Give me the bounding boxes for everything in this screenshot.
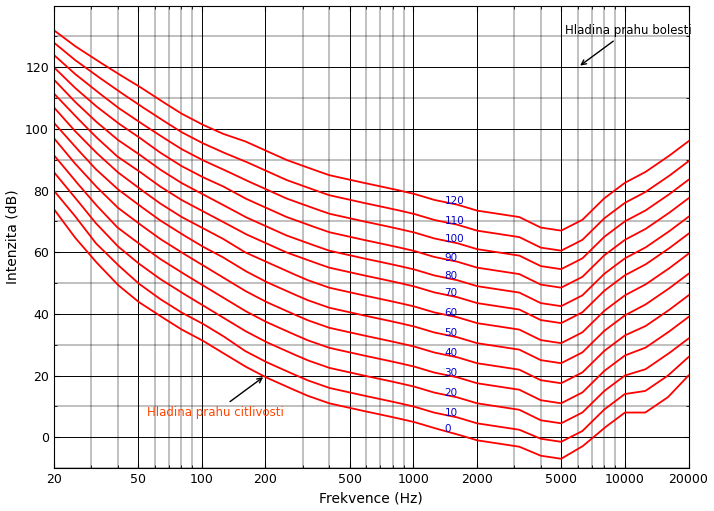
Text: 40: 40 [444,348,458,358]
Text: 100: 100 [444,234,464,244]
Text: 80: 80 [444,271,458,281]
Text: 60: 60 [444,308,458,318]
Text: Hladina prahu citlivosti: Hladina prahu citlivosti [147,378,283,419]
Text: 10: 10 [444,408,458,419]
Text: 120: 120 [444,196,464,205]
Text: 30: 30 [444,368,458,378]
Text: 20: 20 [444,388,458,398]
Text: 50: 50 [444,328,458,338]
Y-axis label: Intenzita (dB): Intenzita (dB) [6,190,19,284]
Text: 70: 70 [444,288,458,298]
Text: 90: 90 [444,252,458,263]
Text: 110: 110 [444,216,464,225]
Text: Hladina prahu bolesti: Hladina prahu bolesti [565,24,691,65]
X-axis label: Frekvence (Hz): Frekvence (Hz) [319,492,423,505]
Text: 0: 0 [444,424,451,434]
